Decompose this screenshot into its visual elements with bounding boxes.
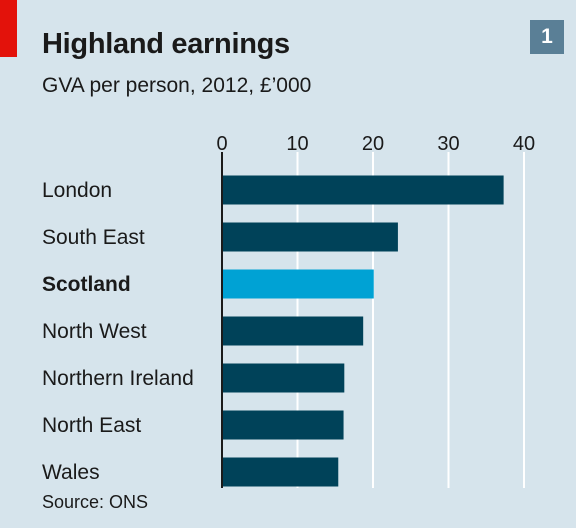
bar (222, 269, 374, 299)
tick-label: 0 (216, 133, 227, 155)
bar (222, 316, 364, 346)
bar (222, 363, 345, 393)
category-label: Wales (42, 461, 100, 484)
bar (222, 222, 398, 252)
chart-title: Highland earnings (42, 28, 290, 60)
tick-labels: 0 10 20 30 40 (216, 133, 535, 155)
brand-accent-bar (0, 0, 17, 57)
category-label: North West (42, 320, 147, 343)
bars (222, 175, 504, 487)
chart-number-badge: 1 (530, 20, 564, 54)
tick-label: 30 (437, 133, 459, 155)
category-label: Northern Ireland (42, 367, 194, 390)
bar (222, 457, 339, 487)
bar (222, 175, 504, 205)
category-labels: London South East Scotland North West Northe… (42, 179, 194, 484)
bar (222, 410, 344, 440)
tick-label: 10 (286, 133, 308, 155)
category-label: North East (42, 414, 141, 437)
source-note: Source: ONS (42, 492, 149, 512)
category-label: South East (42, 226, 145, 249)
category-label: Scotland (42, 273, 131, 296)
category-label: London (42, 179, 112, 202)
tick-label: 40 (513, 133, 535, 155)
chart-subtitle: GVA per person, 2012, £’000 (42, 74, 312, 97)
tick-label: 20 (362, 133, 384, 155)
